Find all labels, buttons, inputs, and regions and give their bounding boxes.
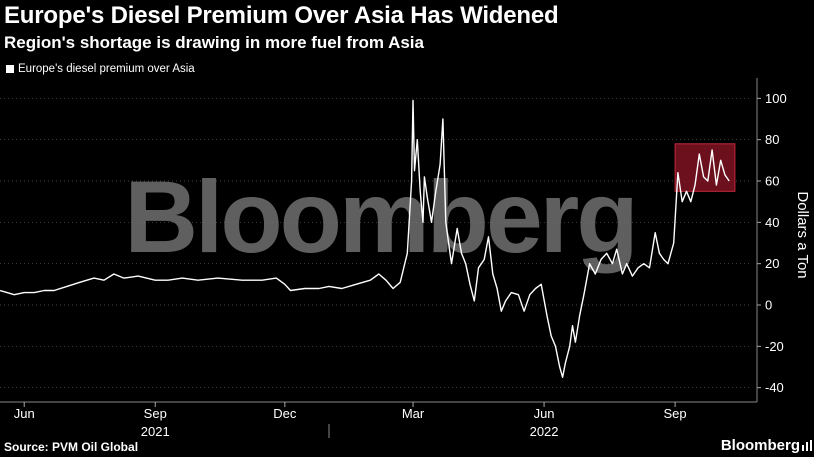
- series-line: [0, 99, 730, 378]
- x-year-label: 2022: [530, 424, 559, 439]
- source-note: Source: PVM Oil Global: [4, 440, 139, 454]
- y-tick-label: -20: [765, 339, 784, 354]
- x-tick-label: Sep: [144, 406, 167, 421]
- y-tick-label: 20: [765, 256, 779, 271]
- y-tick-label: 60: [765, 174, 779, 189]
- y-tick-label: -40: [765, 380, 784, 395]
- highlight-box: [674, 143, 736, 192]
- bar-chart-icon: [802, 440, 812, 451]
- x-tick-label: Jun: [14, 406, 35, 421]
- chart-subtitle: Region's shortage is drawing in more fue…: [4, 33, 424, 52]
- y-axis-title: Dollars a Ton: [794, 191, 811, 278]
- y-tick-label: 0: [765, 298, 772, 313]
- legend-label: Europe's diesel premium over Asia: [18, 63, 195, 75]
- y-tick-label: 40: [765, 215, 779, 230]
- x-tick-label: Mar: [402, 406, 425, 421]
- chart-title: Europe's Diesel Premium Over Asia Has Wi…: [4, 2, 559, 29]
- legend: Europe's diesel premium over Asia: [6, 63, 195, 75]
- legend-swatch: [6, 65, 14, 73]
- x-tick-label: Sep: [664, 406, 687, 421]
- x-year-label: 2021: [141, 424, 170, 439]
- x-tick-label: Dec: [273, 406, 297, 421]
- brand-label: Bloomberg: [720, 437, 800, 454]
- bloomberg-watermark: Bloomberg: [124, 160, 635, 274]
- y-tick-label: 100: [765, 91, 787, 106]
- x-tick-label: Jun: [534, 406, 555, 421]
- y-tick-label: 80: [765, 132, 779, 147]
